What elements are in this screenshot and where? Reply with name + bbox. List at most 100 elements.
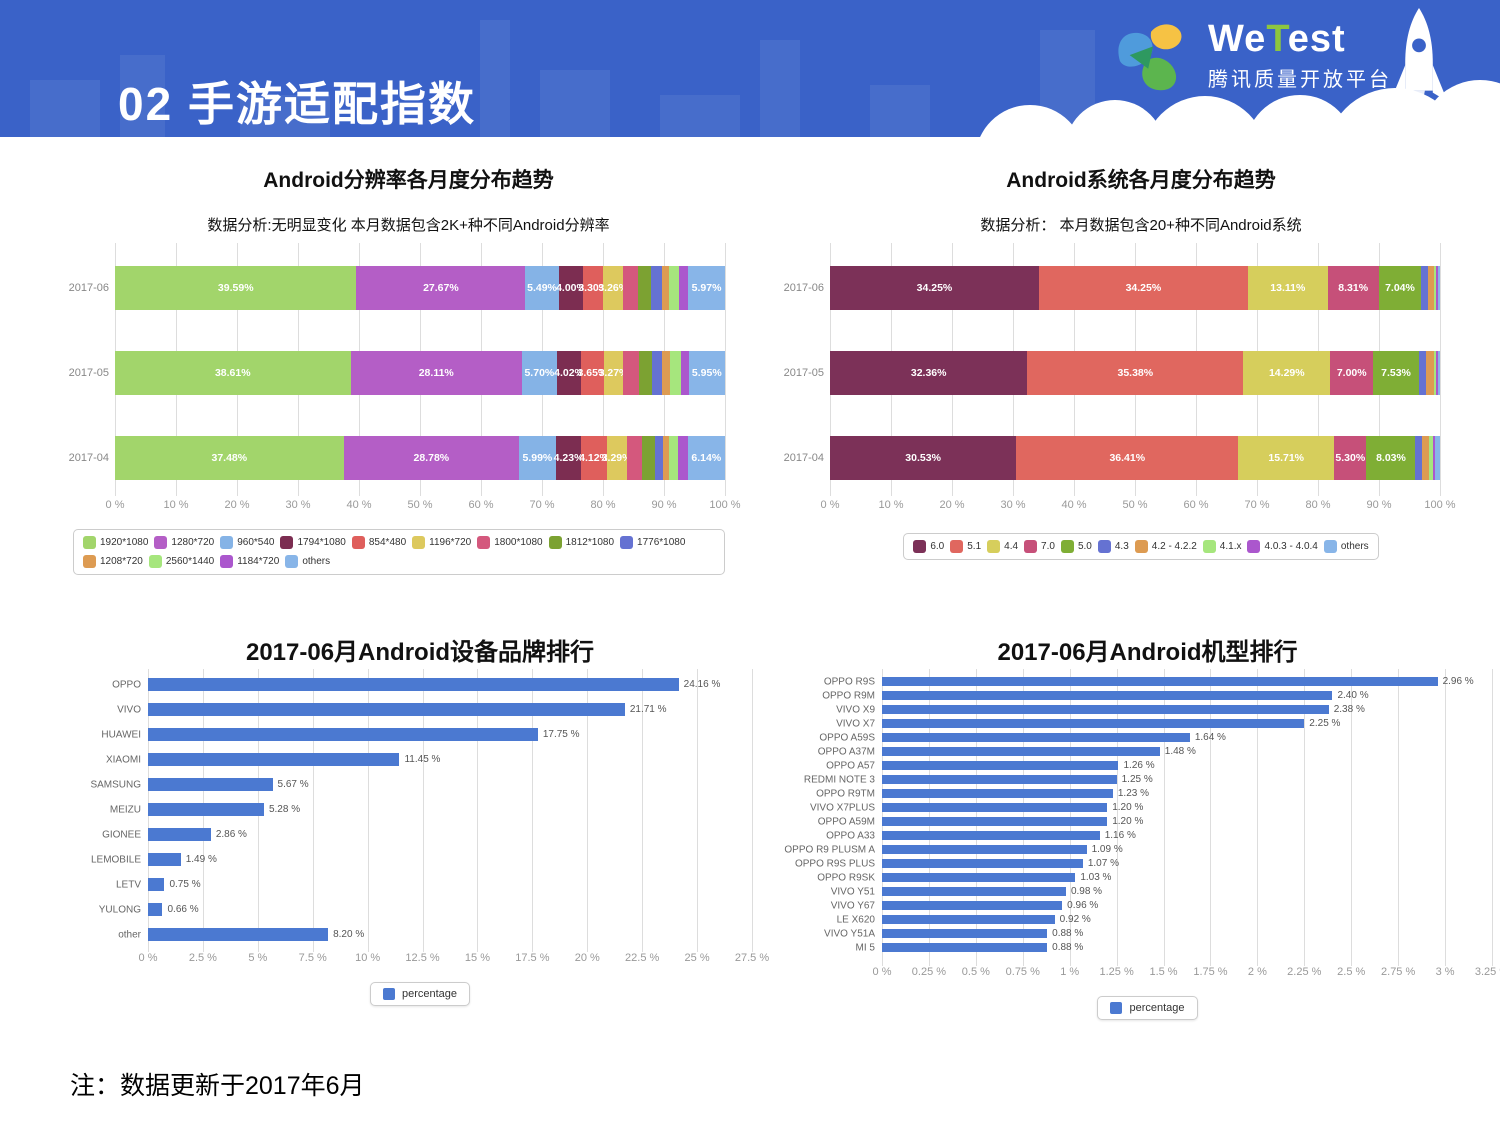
bar [882, 803, 1108, 812]
legend-item[interactable]: 1794*1080 [280, 536, 346, 549]
legend-item[interactable]: 1776*1080 [620, 536, 685, 549]
legend-item[interactable]: others [285, 555, 330, 568]
bar-segment: 28.11% [350, 351, 522, 395]
grid-line [1304, 669, 1306, 966]
bar-segment: 36.41% [1016, 436, 1239, 480]
legend-item[interactable]: 1184*720 [220, 555, 279, 568]
y-axis-category-label: XIAOMI [105, 754, 141, 765]
legend-item[interactable]: 4.3 [1097, 540, 1129, 553]
chart-title: Android分辨率各月度分布趋势 [263, 169, 554, 192]
legend-label: 960*540 [237, 537, 275, 548]
bar [882, 887, 1066, 896]
bar-segment: 3.29% [602, 436, 631, 480]
bar-row: YULONG 0.66 % [99, 903, 752, 916]
bar-segment [626, 436, 643, 480]
legend-item[interactable]: 7.0 [1024, 540, 1055, 553]
y-axis-category-label: other [118, 929, 141, 940]
legend-item[interactable]: 854*480 [351, 536, 406, 549]
bar-segment: 34.25% [1038, 266, 1248, 310]
legend-item[interactable]: 4.2 - 4.2.2 [1134, 540, 1197, 553]
legend-swatch [351, 536, 365, 549]
bar-segment-label: 34.25% [916, 282, 953, 294]
legend-item[interactable]: 960*540 [220, 536, 274, 549]
x-axis-tick-label: 50 % [1122, 499, 1148, 511]
bar-segment-label: 7.00% [1336, 367, 1367, 379]
bar-segment-label: 4.02% [554, 367, 584, 379]
bar-segment [1421, 266, 1428, 310]
bar-segment: 5.70% [521, 351, 557, 395]
legend-item[interactable]: 1196*720 [412, 536, 471, 549]
x-axis-tick-label: 10 % [163, 499, 189, 511]
y-axis-category-label: MI 5 [855, 942, 875, 953]
plot-area: OPPO R9S 2.96 % OPPO R9M 2.40 % VIVO X9 2.38 … [784, 669, 1493, 966]
legend-item[interactable]: 1920*1080 [83, 536, 148, 549]
legend-label: 4.1.x [1219, 541, 1242, 552]
bar [148, 728, 538, 741]
header-banner: 02 手游适配指数 WeTest 腾讯质量开放平台 [0, 0, 1500, 137]
legend-swatch [1024, 540, 1038, 553]
legend-item[interactable]: 6.0 [913, 540, 944, 553]
bar-value-label: 0.92 % [1059, 913, 1091, 925]
legend-swatch [220, 536, 234, 549]
legend-item[interactable]: 5.0 [1060, 540, 1092, 553]
bar-segment: 34.25% [830, 266, 1039, 310]
x-axis-tick-label: 0.75 % [1005, 966, 1040, 978]
bar-segment-label: 35.38% [1117, 367, 1154, 379]
bar [882, 943, 1048, 952]
x-axis-tick-label: 70 % [1244, 499, 1270, 511]
legend-item[interactable]: 1800*1080 [477, 536, 543, 549]
y-axis-category-label: OPPO R9TM [816, 788, 875, 799]
x-axis-tick-label: 1.75 % [1193, 966, 1228, 978]
bar-segment-label: 4.00% [556, 282, 586, 294]
y-axis-category-label: VIVO Y67 [830, 900, 875, 911]
bar-segment-label: 4.23% [553, 452, 584, 464]
legend-item[interactable]: 2560*1440 [148, 555, 214, 568]
y-axis-category-label: MEIZU [109, 804, 141, 815]
y-axis-category-label: LETV [115, 879, 141, 890]
x-axis-tick-label: 25 % [684, 952, 710, 964]
bar [882, 691, 1333, 700]
brand-ranking-chart: 2017-06月Android设备品牌排行 OPPO 24.16 % VIVO 21.… [70, 628, 770, 1006]
bar-segment-label: 5.97% [691, 282, 722, 294]
grid-line [1163, 669, 1165, 966]
legend-item[interactable]: 4.1.x [1202, 540, 1242, 553]
y-axis-category-label: LEMOBILE [90, 854, 141, 865]
bar-row: OPPO A33 1.16 % [826, 830, 1492, 841]
legend-item[interactable]: 4.4 [987, 540, 1018, 553]
legend-item[interactable]: 4.0.3 - 4.0.4 [1247, 540, 1318, 553]
bar-segment [1421, 436, 1429, 480]
bar-value-label: 1.49 % [185, 853, 217, 865]
grid-line [532, 669, 534, 952]
legend-item[interactable]: 1812*1080 [548, 536, 614, 549]
legend-item[interactable]: 5.1 [950, 540, 981, 553]
legend-swatch [913, 540, 927, 553]
y-axis-category-label: OPPO R9SK [817, 872, 875, 883]
bar-segment [1418, 351, 1427, 395]
legend-item[interactable]: 1280*720 [154, 536, 214, 549]
bar [882, 747, 1160, 756]
legend-item-percentage[interactable]: percentage [1097, 996, 1198, 1020]
wetest-logo-icon [1118, 24, 1182, 91]
legend-item[interactable]: others [1323, 540, 1369, 553]
bar-segment-label: 30.53% [905, 452, 941, 464]
legend-item-percentage[interactable]: percentage [369, 982, 471, 1006]
bar-segment [678, 436, 688, 480]
legend-item[interactable]: 1208*720 [83, 555, 143, 568]
bar-segment: 32.36% [830, 351, 1028, 395]
y-axis-category-label: YULONG [98, 904, 141, 915]
grid-line [477, 669, 479, 952]
bar-segment [1427, 266, 1434, 310]
x-axis-tick-label: 0.25 % [911, 966, 947, 978]
x-axis-tick-label: 15 % [464, 952, 490, 964]
grid-line [312, 669, 314, 952]
grid-line [1351, 669, 1353, 966]
x-axis-tick-label: 7.5 % [298, 952, 327, 964]
bar-segment [1426, 351, 1434, 395]
legend-label: 4.2 - 4.2.2 [1151, 541, 1197, 552]
bar-segment [661, 266, 670, 310]
bar-segment: 3.65% [578, 351, 607, 395]
bar [882, 915, 1055, 924]
x-axis-tick-label: 2.5 % [188, 952, 217, 964]
bar-segment: 5.99% [519, 436, 556, 480]
